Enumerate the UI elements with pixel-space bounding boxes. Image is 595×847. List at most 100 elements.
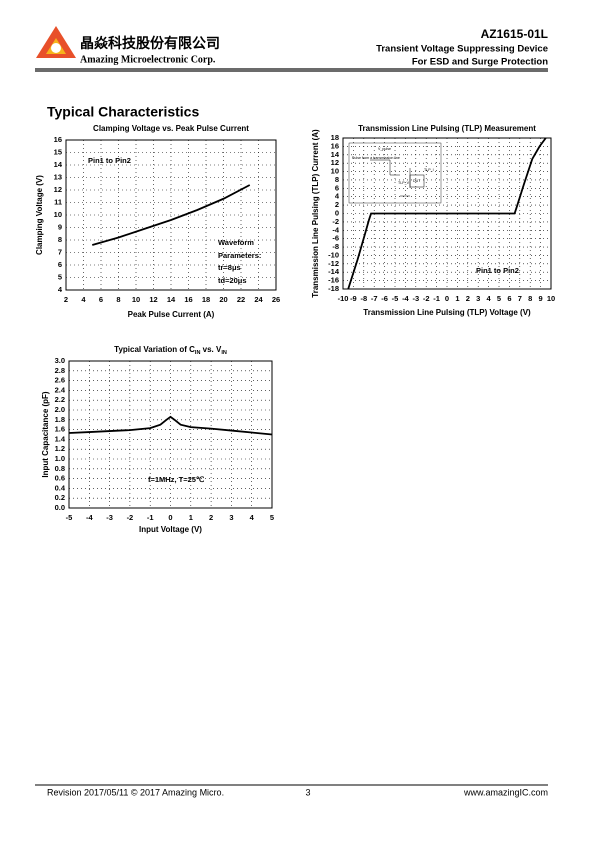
y-tick-label: 8 bbox=[335, 175, 339, 184]
y-tick-label: -18 bbox=[328, 284, 339, 293]
y-axis-label: Clamping Voltage (V) bbox=[35, 175, 44, 255]
y-axis-label: Input Capacitance (pF) bbox=[41, 391, 50, 478]
y-tick-label: 3.0 bbox=[55, 356, 65, 365]
x-tick-label: -3 bbox=[412, 294, 419, 303]
x-tick-label: 6 bbox=[507, 294, 511, 303]
x-tick-label: -4 bbox=[86, 513, 93, 522]
x-tick-label: -7 bbox=[371, 294, 378, 303]
subtitle: Transient Voltage Suppressing Device bbox=[376, 44, 548, 55]
x-tick-label: 0 bbox=[168, 513, 172, 522]
footer-website: www.amazingIC.com bbox=[463, 787, 548, 797]
y-tick-label: 10 bbox=[331, 167, 339, 176]
y-tick-label: 8 bbox=[58, 235, 62, 244]
x-tick-label: 3 bbox=[476, 294, 480, 303]
y-tick-label: 6 bbox=[335, 183, 339, 192]
annotation: Pin1 to Pin2 bbox=[476, 266, 519, 275]
y-tick-label: 2 bbox=[335, 200, 339, 209]
x-tick-label: 2 bbox=[209, 513, 213, 522]
y-tick-label: -14 bbox=[328, 267, 340, 276]
x-tick-label: -10 bbox=[338, 294, 349, 303]
x-tick-label: 18 bbox=[202, 295, 210, 304]
x-tick-label: 1 bbox=[455, 294, 459, 303]
x-tick-label: 24 bbox=[254, 295, 263, 304]
chart-title: Transmission Line Pulsing (TLP) Measurem… bbox=[358, 124, 536, 133]
inset-label: Pulse from a transmission line bbox=[352, 156, 400, 160]
x-tick-label: 1 bbox=[189, 513, 193, 522]
y-tick-label: 0.0 bbox=[55, 503, 65, 512]
data-line bbox=[68, 415, 273, 436]
y-tick-label: -8 bbox=[332, 242, 339, 251]
x-tick-label: 14 bbox=[167, 295, 176, 304]
y-tick-label: 1.2 bbox=[55, 444, 65, 453]
y-tick-label: 0.8 bbox=[55, 464, 65, 473]
x-axis-label: Input Voltage (V) bbox=[139, 525, 202, 534]
x-axis-label: Peak Pulse Current (A) bbox=[128, 310, 215, 319]
x-tick-label: 10 bbox=[132, 295, 140, 304]
x-tick-label: -3 bbox=[106, 513, 113, 522]
x-tick-label: -4 bbox=[402, 294, 409, 303]
x-tick-label: 8 bbox=[528, 294, 532, 303]
inset-label: V_pulse bbox=[378, 147, 391, 151]
y-tick-label: 6 bbox=[58, 260, 62, 269]
chart-title-part: Typical Variation of C bbox=[114, 345, 195, 354]
y-tick-label: -4 bbox=[332, 225, 339, 234]
x-tick-label: 4 bbox=[487, 294, 492, 303]
y-axis-label: Transmission Line Pulsing (TLP) Current … bbox=[311, 129, 320, 298]
y-tick-label: 7 bbox=[58, 247, 62, 256]
x-tick-label: 2 bbox=[466, 294, 470, 303]
x-tick-label: -6 bbox=[381, 294, 388, 303]
subtitle: For ESD and Surge Protection bbox=[412, 57, 548, 68]
x-tick-label: 10 bbox=[547, 294, 555, 303]
section-title: Typical Characteristics bbox=[47, 104, 199, 120]
y-tick-label: -16 bbox=[328, 276, 339, 285]
company-en: Amazing Microelectronic Corp. bbox=[80, 54, 216, 65]
x-tick-label: 4 bbox=[81, 295, 86, 304]
y-tick-label: 1.6 bbox=[55, 425, 65, 434]
y-tick-label: 2.0 bbox=[55, 405, 65, 414]
annotation: tr=8μs bbox=[218, 263, 241, 272]
y-tick-label: 2.2 bbox=[55, 395, 65, 404]
y-tick-label: 18 bbox=[331, 133, 339, 142]
footer-revision: Revision 2017/05/11 © 2017 Amazing Micro… bbox=[47, 787, 224, 797]
y-tick-label: 16 bbox=[331, 141, 339, 150]
footer-page: 3 bbox=[305, 787, 310, 797]
y-tick-label: 14 bbox=[54, 160, 63, 169]
x-tick-label: 12 bbox=[149, 295, 157, 304]
y-tick-label: 13 bbox=[54, 172, 62, 181]
y-tick-label: 2.6 bbox=[55, 376, 65, 385]
inset-box bbox=[348, 142, 442, 204]
chart-title: Typical Variation of CIN vs. VIN bbox=[114, 345, 227, 356]
inset-schematic bbox=[370, 159, 411, 197]
company-cn: 晶焱科技股份有限公司 bbox=[80, 35, 220, 52]
x-tick-label: 3 bbox=[229, 513, 233, 522]
y-tick-label: 11 bbox=[54, 197, 62, 206]
annotation: Pin1 to Pin2 bbox=[88, 156, 131, 165]
x-tick-label: -8 bbox=[360, 294, 367, 303]
x-tick-label: 5 bbox=[497, 294, 501, 303]
x-tick-label: 9 bbox=[539, 294, 543, 303]
y-tick-label: 12 bbox=[331, 158, 339, 167]
y-tick-label: 5 bbox=[58, 272, 62, 281]
y-tick-label: 4 bbox=[58, 285, 63, 294]
inset-label: DUT bbox=[413, 179, 421, 183]
y-tick-label: 10 bbox=[54, 210, 62, 219]
chart-title-part: IN bbox=[195, 350, 201, 356]
y-tick-label: 1.4 bbox=[55, 434, 66, 443]
y-tick-label: 15 bbox=[54, 147, 62, 156]
y-tick-label: 4 bbox=[335, 192, 340, 201]
x-tick-label: -2 bbox=[423, 294, 430, 303]
x-tick-label: -5 bbox=[392, 294, 399, 303]
x-tick-label: -9 bbox=[350, 294, 357, 303]
inset-label: TLP_I bbox=[424, 168, 434, 172]
x-tick-label: -5 bbox=[66, 513, 73, 522]
x-tick-label: 20 bbox=[219, 295, 227, 304]
data-line bbox=[347, 137, 547, 290]
x-tick-label: 2 bbox=[64, 295, 68, 304]
x-tick-label: 5 bbox=[270, 513, 274, 522]
y-tick-label: 0.4 bbox=[55, 483, 66, 492]
x-tick-label: -1 bbox=[147, 513, 154, 522]
x-tick-label: 8 bbox=[116, 295, 120, 304]
chart-title-part: IN bbox=[221, 350, 227, 356]
y-tick-label: -6 bbox=[332, 234, 339, 243]
